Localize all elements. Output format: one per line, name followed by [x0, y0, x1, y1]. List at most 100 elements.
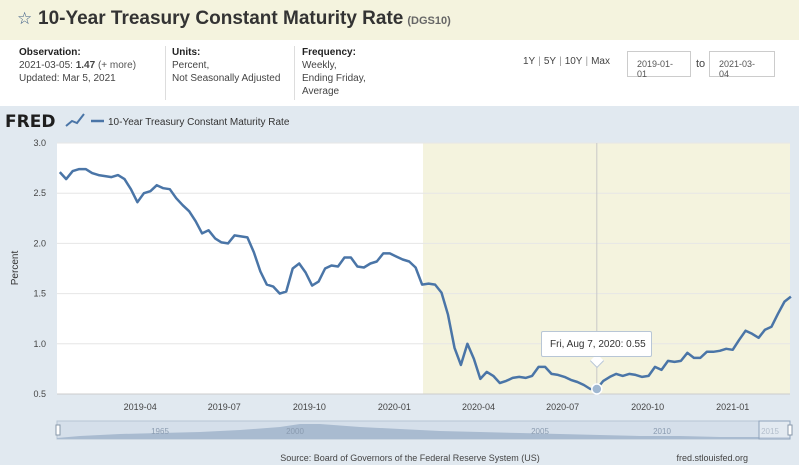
data-point[interactable] [354, 264, 360, 270]
data-point[interactable] [141, 190, 147, 196]
data-point[interactable] [225, 240, 231, 246]
data-point[interactable] [503, 378, 509, 384]
data-point[interactable] [607, 374, 613, 380]
data-point[interactable] [756, 335, 762, 341]
data-point[interactable] [736, 337, 742, 343]
data-point[interactable] [484, 369, 490, 375]
data-point[interactable] [400, 257, 406, 263]
data-point[interactable] [83, 166, 89, 172]
data-point[interactable] [633, 372, 639, 378]
observation-more-link[interactable]: (+ more) [97, 60, 137, 71]
data-point[interactable] [613, 371, 619, 377]
data-point[interactable] [329, 263, 335, 269]
data-point[interactable] [76, 166, 82, 172]
data-point[interactable] [782, 299, 788, 305]
data-point[interactable] [652, 364, 658, 370]
data-point[interactable] [413, 265, 419, 271]
data-point[interactable] [186, 208, 192, 214]
data-point[interactable] [367, 261, 373, 267]
data-point[interactable] [562, 374, 568, 380]
data-point[interactable] [549, 371, 555, 377]
data-point[interactable] [380, 250, 386, 256]
range-max-button[interactable]: Max [591, 56, 610, 67]
data-point[interactable] [348, 255, 354, 261]
data-point[interactable] [529, 373, 535, 379]
data-point[interactable] [270, 284, 276, 290]
data-point[interactable] [762, 327, 768, 333]
data-point[interactable] [309, 283, 315, 289]
data-point[interactable] [387, 250, 393, 256]
data-point[interactable] [335, 264, 341, 270]
data-point[interactable] [251, 249, 257, 255]
data-point[interactable] [743, 328, 749, 334]
fred-logo[interactable]: FRED [5, 112, 55, 132]
series-line[interactable] [58, 167, 792, 391]
data-point[interactable] [490, 373, 496, 379]
data-point[interactable] [296, 261, 302, 267]
range-1y-button[interactable]: 1Y [523, 56, 536, 67]
data-point[interactable] [342, 255, 348, 261]
data-point[interactable] [115, 172, 121, 178]
data-point[interactable] [639, 374, 645, 380]
data-point[interactable] [212, 235, 218, 241]
data-point[interactable] [659, 367, 665, 373]
data-point[interactable] [788, 294, 794, 300]
data-point[interactable] [206, 227, 212, 233]
data-point[interactable] [102, 173, 108, 179]
data-point[interactable] [665, 358, 671, 364]
range-10y-button[interactable]: 10Y [564, 56, 583, 67]
data-point[interactable] [574, 379, 580, 385]
data-point[interactable] [219, 239, 225, 245]
data-point[interactable] [600, 378, 606, 384]
data-point[interactable] [477, 376, 483, 382]
data-point[interactable] [717, 348, 723, 354]
data-point[interactable] [257, 269, 263, 275]
data-point[interactable] [89, 170, 95, 176]
data-point[interactable] [730, 347, 736, 353]
data-point[interactable] [180, 202, 186, 208]
data-point[interactable] [432, 282, 438, 288]
data-point[interactable] [536, 364, 542, 370]
data-point[interactable] [63, 176, 69, 182]
data-point[interactable] [283, 289, 289, 295]
navigator-handle-left[interactable] [55, 424, 61, 436]
data-point[interactable] [555, 372, 561, 378]
data-point[interactable] [458, 362, 464, 368]
data-point[interactable] [510, 375, 516, 381]
data-point[interactable] [193, 218, 199, 224]
navigator-handle-right[interactable] [787, 424, 793, 436]
data-point[interactable] [678, 358, 684, 364]
data-point[interactable] [419, 282, 425, 288]
data-point[interactable] [620, 373, 626, 379]
data-point[interactable] [542, 364, 548, 370]
data-point[interactable] [277, 291, 283, 297]
data-point[interactable] [361, 265, 367, 271]
data-point[interactable] [134, 199, 140, 205]
hover-marker[interactable] [591, 383, 603, 395]
data-point[interactable] [57, 169, 63, 175]
data-point[interactable] [393, 254, 399, 260]
navigator-window[interactable] [758, 420, 791, 440]
data-point[interactable] [464, 341, 470, 347]
line-chart[interactable]: FRED 10-Year Treasury Constant Maturity … [0, 106, 799, 465]
site-link[interactable]: fred.stlouisfed.org [676, 453, 748, 463]
star-icon[interactable]: ☆ [17, 9, 33, 28]
data-point[interactable] [167, 186, 173, 192]
data-point[interactable] [303, 270, 309, 276]
data-point[interactable] [769, 324, 775, 330]
data-point[interactable] [232, 232, 238, 238]
data-point[interactable] [497, 380, 503, 386]
data-point[interactable] [122, 176, 128, 182]
end-date-input[interactable]: 2021-03-04 [709, 51, 775, 79]
data-point[interactable] [109, 174, 115, 180]
data-point[interactable] [523, 375, 529, 381]
data-point[interactable] [723, 346, 729, 352]
data-point[interactable] [316, 279, 322, 285]
data-point[interactable] [516, 374, 522, 380]
data-point[interactable] [244, 234, 250, 240]
range-5y-button[interactable]: 5Y [543, 56, 557, 67]
data-point[interactable] [290, 266, 296, 272]
data-point[interactable] [199, 230, 205, 236]
data-point[interactable] [264, 282, 270, 288]
data-point[interactable] [445, 312, 451, 318]
